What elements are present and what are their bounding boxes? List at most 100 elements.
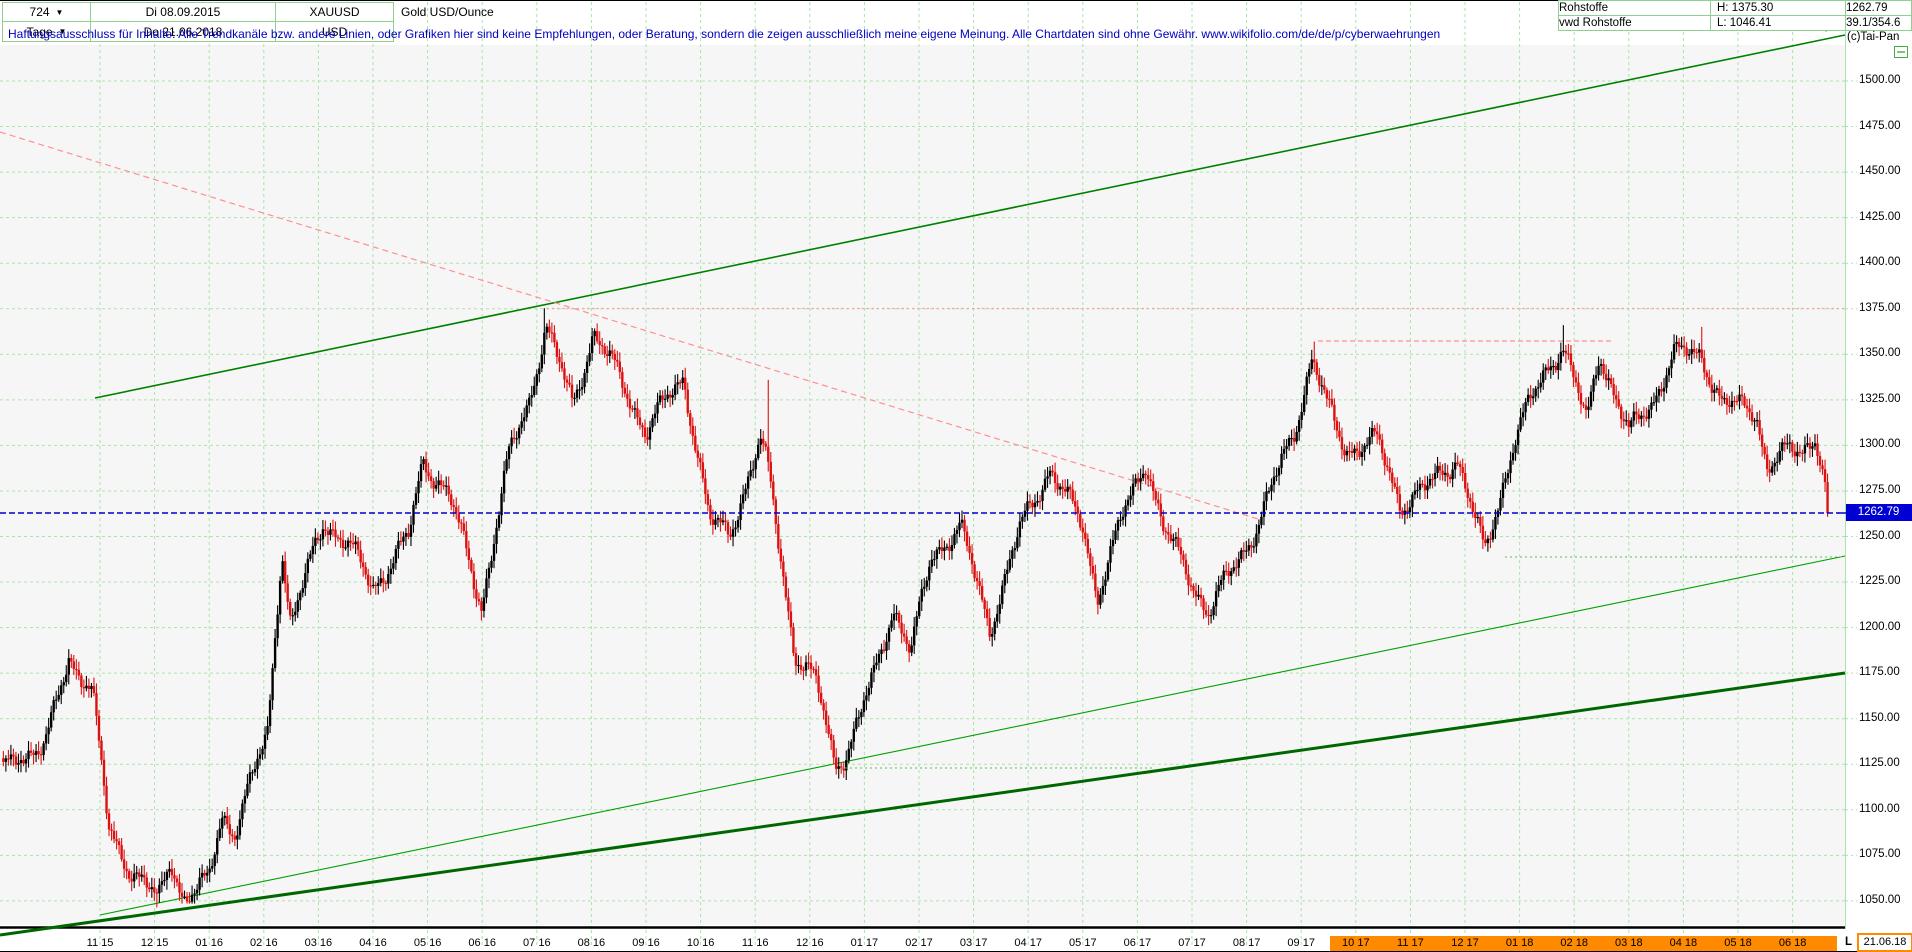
candle-body — [1295, 431, 1298, 442]
candle-body — [1798, 451, 1802, 453]
currency-value: USD — [321, 24, 348, 39]
period-value: Tage — [26, 24, 53, 39]
candle-body — [1192, 585, 1195, 591]
candle-body — [288, 601, 292, 616]
candle-body — [704, 478, 707, 495]
candle-body — [253, 769, 257, 773]
candle-body — [256, 758, 259, 770]
candle-body — [349, 540, 352, 543]
candle-body — [769, 461, 772, 482]
month-axis-label: 01 16 — [195, 937, 223, 949]
month-axis-label: 08 17 — [1232, 937, 1261, 949]
last-price-cell: 1262.79 — [1845, 0, 1912, 16]
candle-body — [1677, 341, 1681, 347]
candle-body — [1247, 545, 1251, 551]
candle-body — [925, 580, 928, 587]
candle-body — [1763, 446, 1766, 455]
candle-body — [585, 361, 589, 373]
candle-body — [1144, 473, 1147, 475]
candle-body — [1685, 347, 1688, 356]
candle-body — [855, 717, 858, 729]
candle-body — [1826, 482, 1829, 514]
candle-body — [299, 592, 302, 601]
end-date-cell[interactable]: Do 21.06.2018 — [90, 21, 276, 42]
candle-body — [558, 356, 561, 363]
candle-body — [1184, 559, 1188, 575]
candle-body — [82, 687, 86, 689]
candle-body — [389, 568, 393, 575]
candle-body — [1705, 372, 1708, 378]
candle-body — [1373, 428, 1376, 432]
candle-body — [248, 772, 252, 784]
candle-body — [887, 627, 891, 642]
candle-body — [636, 408, 639, 418]
candle-body — [1542, 370, 1545, 383]
candle-body — [447, 485, 450, 495]
candle-body — [110, 829, 113, 831]
candle-body — [1597, 365, 1600, 376]
candle-body — [1645, 416, 1648, 419]
candle-body — [1290, 437, 1293, 440]
candle-body — [472, 571, 476, 590]
month-axis-label-highlighted: 12 17 — [1451, 937, 1479, 949]
candle-body — [263, 734, 267, 749]
candle-body — [517, 427, 521, 439]
candle-body — [1043, 478, 1047, 490]
chevron-down-icon: ▼ — [55, 7, 64, 17]
month-axis-label: 03 16 — [304, 937, 333, 949]
candle-body — [414, 493, 418, 505]
candle-body — [1235, 567, 1238, 569]
period-dropdown[interactable]: Tage ▼ — [2, 21, 91, 42]
month-axis-label: 07 16 — [523, 937, 551, 949]
candle-body — [1408, 507, 1412, 513]
candle-body — [205, 872, 209, 876]
candle-body — [1662, 387, 1666, 392]
candle-body — [885, 641, 888, 651]
candle-body — [165, 871, 169, 880]
candle-body — [372, 584, 375, 587]
candle-body — [965, 531, 969, 546]
current-price-tag: 1262.79 — [1857, 506, 1900, 518]
candle-body — [1491, 529, 1495, 540]
month-axis-label-highlighted: 06 18 — [1778, 937, 1807, 949]
candle-body — [87, 685, 91, 690]
candle-body — [1660, 389, 1663, 392]
bars-count-dropdown[interactable]: 724 ▼ — [2, 2, 91, 22]
candle-body — [975, 577, 979, 582]
candle-body — [734, 527, 737, 530]
candle-body — [138, 872, 141, 877]
candle-body — [1033, 502, 1037, 508]
candle-body — [392, 563, 395, 569]
candle-body — [1187, 574, 1190, 586]
candle-body — [1479, 517, 1482, 526]
candle-body — [817, 675, 820, 693]
candle-body — [377, 583, 380, 586]
candle-body — [1496, 510, 1500, 517]
candle-body — [1796, 451, 1799, 457]
candle-body — [1441, 470, 1444, 475]
candle-body — [533, 385, 536, 396]
candle-body — [661, 395, 664, 400]
candle-body — [311, 545, 315, 555]
candle-body — [653, 413, 657, 419]
candle-body — [1076, 506, 1079, 514]
candle-body — [384, 582, 388, 585]
candle-body — [1738, 394, 1741, 402]
last-marker-label: L — [1845, 936, 1853, 948]
candle-body — [1365, 444, 1369, 447]
period-low-cell: L: 1046.41 — [1710, 15, 1846, 31]
candle-body — [955, 530, 959, 534]
candle-body — [1016, 537, 1019, 549]
candle-body — [535, 374, 538, 386]
candle-body — [1219, 579, 1223, 585]
candle-body — [998, 604, 1001, 614]
candle-body — [291, 615, 294, 617]
start-date-cell[interactable]: Di 08.09.2015 — [90, 2, 276, 22]
candle-body — [882, 649, 886, 651]
candle-body — [366, 574, 370, 586]
candle-body — [122, 859, 126, 869]
chevron-down-icon: ▼ — [58, 27, 67, 36]
candle-body — [1315, 362, 1318, 375]
candle-body — [802, 669, 805, 671]
